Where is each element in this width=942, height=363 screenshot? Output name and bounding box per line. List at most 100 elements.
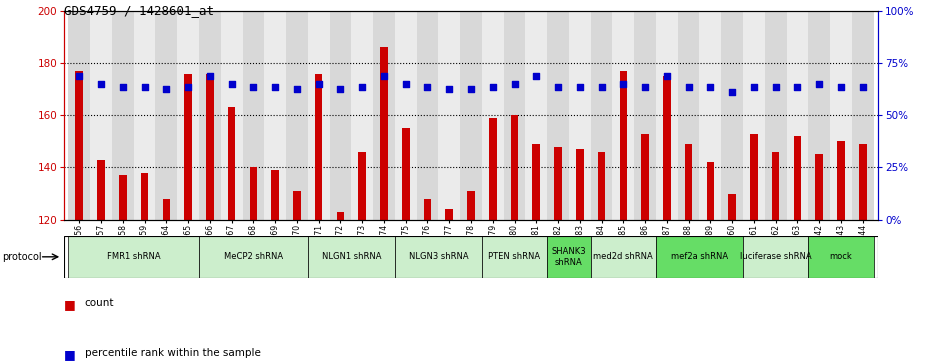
Point [224, 81, 239, 87]
Bar [765, 11, 787, 220]
Bar [424, 199, 431, 363]
Bar [460, 11, 482, 220]
Point [463, 86, 479, 92]
Bar [69, 11, 90, 220]
Bar [163, 199, 171, 363]
Text: percentile rank within the sample: percentile rank within the sample [85, 348, 261, 359]
Bar [250, 167, 257, 363]
Text: mef2a shRNA: mef2a shRNA [671, 252, 728, 261]
Bar [97, 160, 105, 363]
Text: protocol: protocol [2, 252, 41, 262]
Bar [242, 11, 265, 220]
Point [93, 81, 108, 87]
Point [203, 73, 218, 79]
Point [311, 81, 326, 87]
Bar [438, 11, 460, 220]
Point [420, 83, 435, 89]
Bar [112, 11, 134, 220]
Point [834, 83, 849, 89]
Bar [793, 136, 802, 363]
Text: count: count [85, 298, 114, 308]
Point [507, 81, 522, 87]
Bar [308, 236, 395, 278]
Point [398, 81, 414, 87]
Bar [722, 11, 743, 220]
Bar [199, 236, 308, 278]
Bar [315, 73, 322, 363]
Bar [787, 11, 808, 220]
Bar [728, 193, 736, 363]
Bar [547, 236, 591, 278]
Bar [685, 144, 692, 363]
Bar [220, 11, 242, 220]
Bar [185, 73, 192, 363]
Bar [859, 144, 867, 363]
Bar [265, 11, 286, 220]
Point [333, 86, 348, 92]
Bar [830, 11, 852, 220]
Point [181, 83, 196, 89]
Point [573, 83, 588, 89]
Point [377, 73, 392, 79]
Text: PTEN shRNA: PTEN shRNA [489, 252, 541, 261]
Bar [634, 11, 656, 220]
Bar [532, 144, 540, 363]
Bar [489, 118, 496, 363]
Bar [656, 236, 743, 278]
Bar [656, 11, 677, 220]
Bar [206, 73, 214, 363]
Bar [482, 11, 504, 220]
Bar [700, 11, 722, 220]
Text: NLGN3 shRNA: NLGN3 shRNA [409, 252, 468, 261]
Bar [569, 11, 591, 220]
Bar [90, 11, 112, 220]
Bar [446, 209, 453, 363]
Bar [771, 152, 779, 363]
Bar [706, 162, 714, 363]
Point [703, 83, 718, 89]
Text: FMR1 shRNA: FMR1 shRNA [106, 252, 160, 261]
Bar [293, 191, 300, 363]
Bar [373, 11, 395, 220]
Point [550, 83, 565, 89]
Text: SHANK3
shRNA: SHANK3 shRNA [552, 247, 586, 266]
Point [268, 83, 283, 89]
Bar [816, 154, 823, 363]
Point [812, 81, 827, 87]
Bar [591, 236, 656, 278]
Point [442, 86, 457, 92]
Bar [547, 11, 569, 220]
Point [72, 73, 87, 79]
Point [659, 73, 674, 79]
Point [638, 83, 653, 89]
Text: mock: mock [830, 252, 853, 261]
Bar [467, 191, 475, 363]
Bar [504, 11, 526, 220]
Bar [677, 11, 700, 220]
Bar [511, 115, 518, 363]
Bar [69, 236, 199, 278]
Bar [808, 236, 873, 278]
Bar [75, 71, 83, 363]
Text: ■: ■ [64, 348, 75, 362]
Bar [395, 236, 482, 278]
Text: GDS4759 / 1428601_at: GDS4759 / 1428601_at [64, 4, 214, 17]
Bar [199, 11, 220, 220]
Bar [663, 76, 671, 363]
Text: MeCP2 shRNA: MeCP2 shRNA [224, 252, 283, 261]
Point [768, 83, 783, 89]
Bar [140, 173, 149, 363]
Point [790, 83, 805, 89]
Point [594, 83, 609, 89]
Bar [330, 11, 351, 220]
Bar [351, 11, 373, 220]
Bar [612, 11, 634, 220]
Bar [743, 236, 808, 278]
Bar [750, 134, 757, 363]
Point [289, 86, 304, 92]
Bar [286, 11, 308, 220]
Bar [576, 149, 584, 363]
Bar [482, 236, 547, 278]
Bar [336, 212, 344, 363]
Text: ■: ■ [64, 298, 75, 311]
